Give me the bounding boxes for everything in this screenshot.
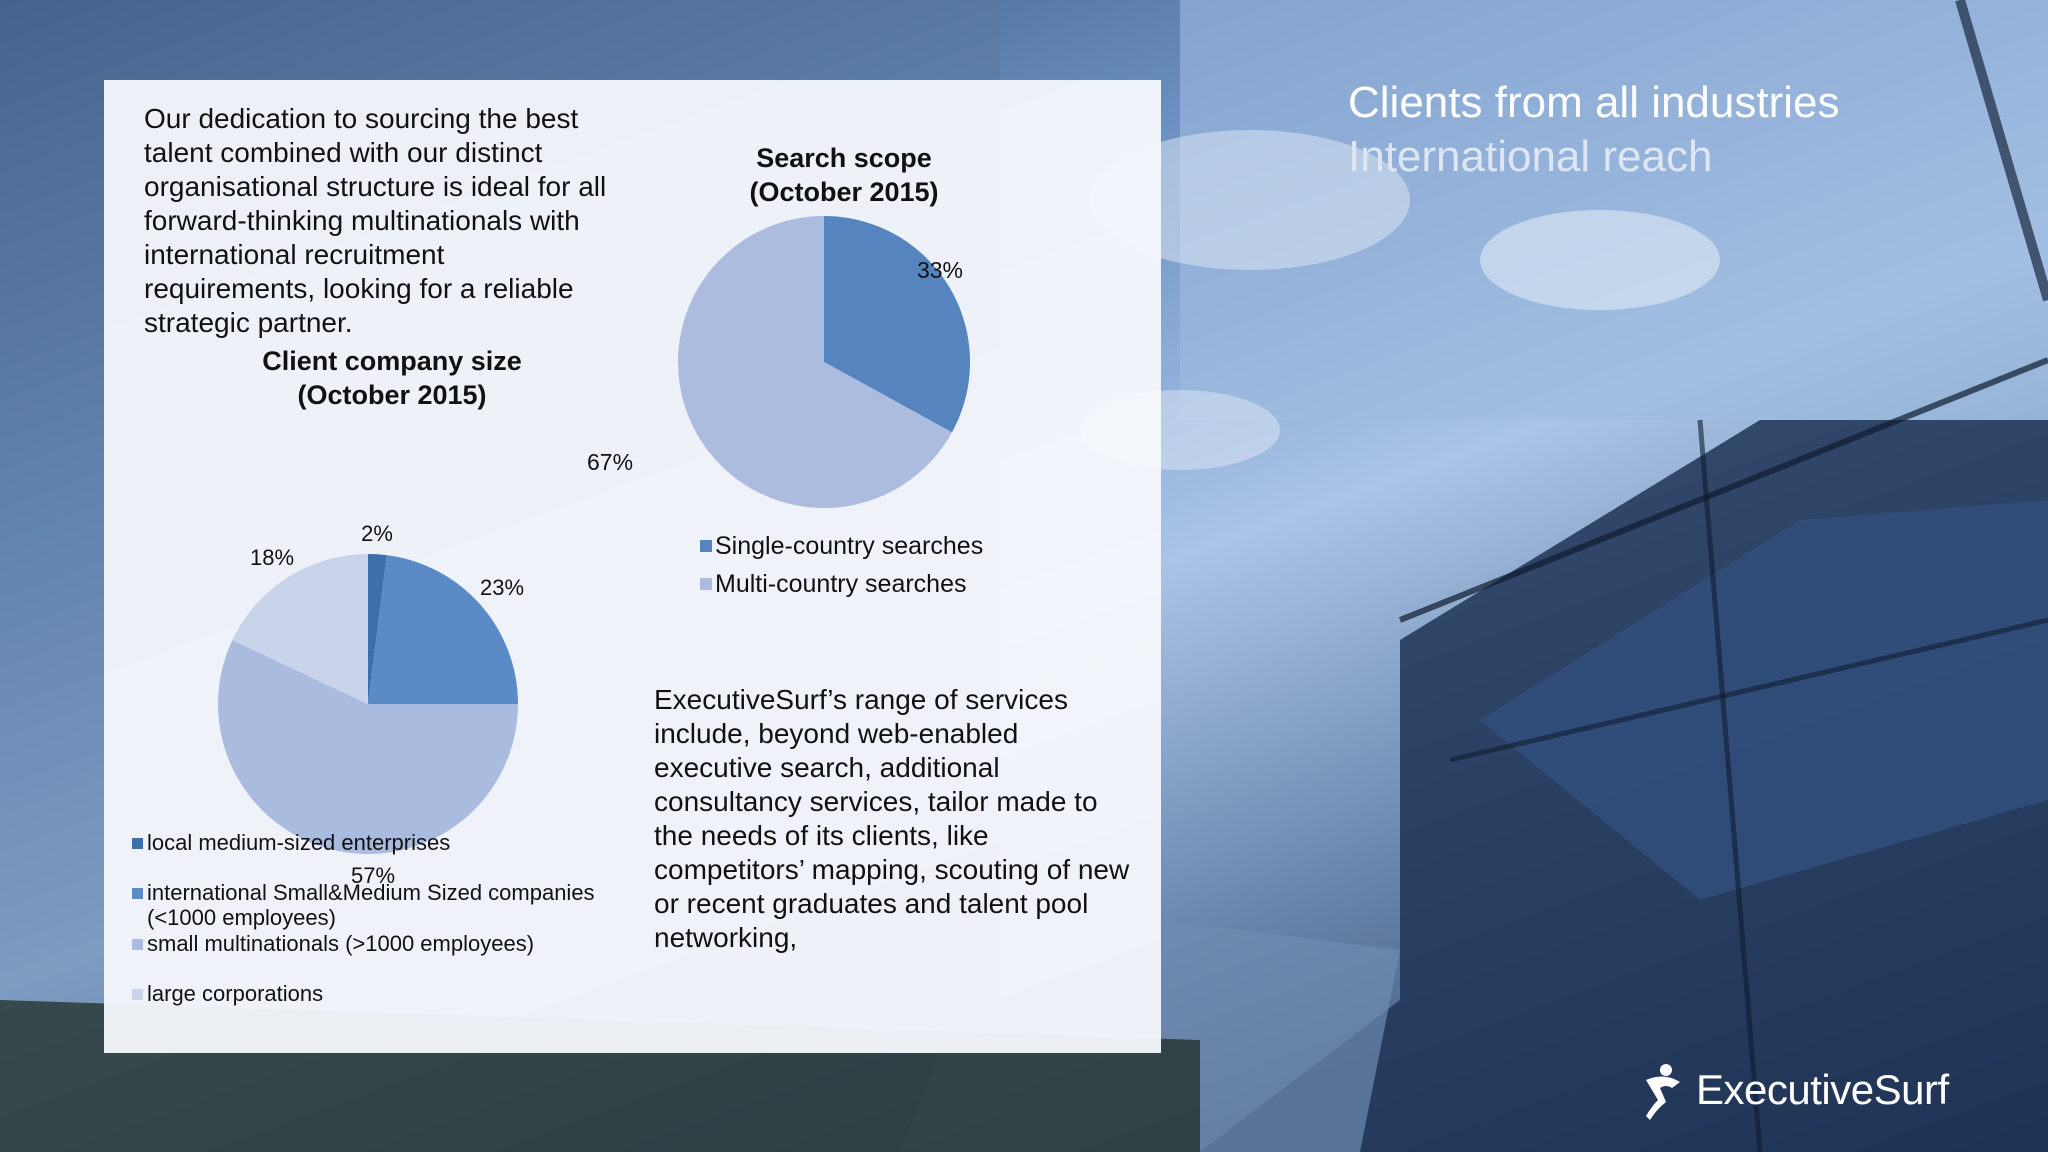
legend-swatch	[132, 939, 143, 950]
legend-label: large corporations	[147, 981, 324, 1006]
search-scope-legend: Single-country searches Multi-country sea…	[700, 532, 1060, 612]
chart-title-line-1: Client company size	[262, 346, 522, 376]
pie-data-label: 23%	[480, 575, 524, 600]
legend-label: international Small&Medium Sized compani…	[147, 880, 595, 930]
client-company-size-legend: local medium-sized enterprises internatio…	[132, 830, 612, 1050]
pie-slice	[678, 216, 952, 508]
pie-slice	[824, 216, 970, 433]
pie-data-label: 2%	[361, 521, 393, 546]
content-panel: Our dedication to sourcing the best tale…	[104, 80, 1161, 1053]
surfer-logo-icon	[1646, 1064, 1680, 1120]
legend-label: local medium-sized enterprises	[147, 830, 451, 855]
legend-swatch	[700, 578, 712, 590]
pie-slice	[217, 640, 518, 855]
legend-label: Multi-country searches	[715, 570, 967, 598]
pie-data-label: 18%	[250, 545, 294, 570]
chart-title-line-1: Search scope	[756, 143, 932, 173]
legend-swatch	[132, 989, 143, 1000]
pie-slice	[368, 555, 518, 704]
chart-title-line-2: (October 2015)	[297, 380, 486, 410]
legend-label: small multinationals (>1000 employees)	[147, 931, 535, 956]
legend-swatch	[700, 540, 712, 552]
legend-label: Single-country searches	[715, 532, 984, 560]
services-paragraph: ExecutiveSurf’s range of services includ…	[654, 684, 1130, 953]
slide-headline: Clients from all industries Internationa…	[1348, 76, 1840, 184]
pie-data-label: 33%	[917, 257, 963, 283]
pie-slice	[368, 554, 387, 704]
search-scope-chart: Search scope (October 2015) 33% 67%	[587, 143, 970, 508]
pie-data-label: 67%	[587, 449, 633, 475]
headline-line-1: Clients from all industries	[1348, 78, 1840, 127]
logo-text: ExecutiveSurf	[1696, 1066, 1949, 1113]
pie-data-label: 57%	[351, 863, 395, 888]
headline-line-2: International reach	[1348, 132, 1713, 181]
legend-swatch	[132, 838, 143, 849]
pie-slice	[232, 554, 368, 704]
legend-swatch	[132, 888, 143, 899]
client-company-size-chart: Client company size (October 2015) 2% 23%…	[217, 346, 524, 888]
chart-title-line-2: (October 2015)	[749, 177, 938, 207]
intro-paragraph: Our dedication to sourcing the best tale…	[144, 103, 607, 338]
executivesurf-logo: ExecutiveSurf	[1636, 1058, 1976, 1124]
